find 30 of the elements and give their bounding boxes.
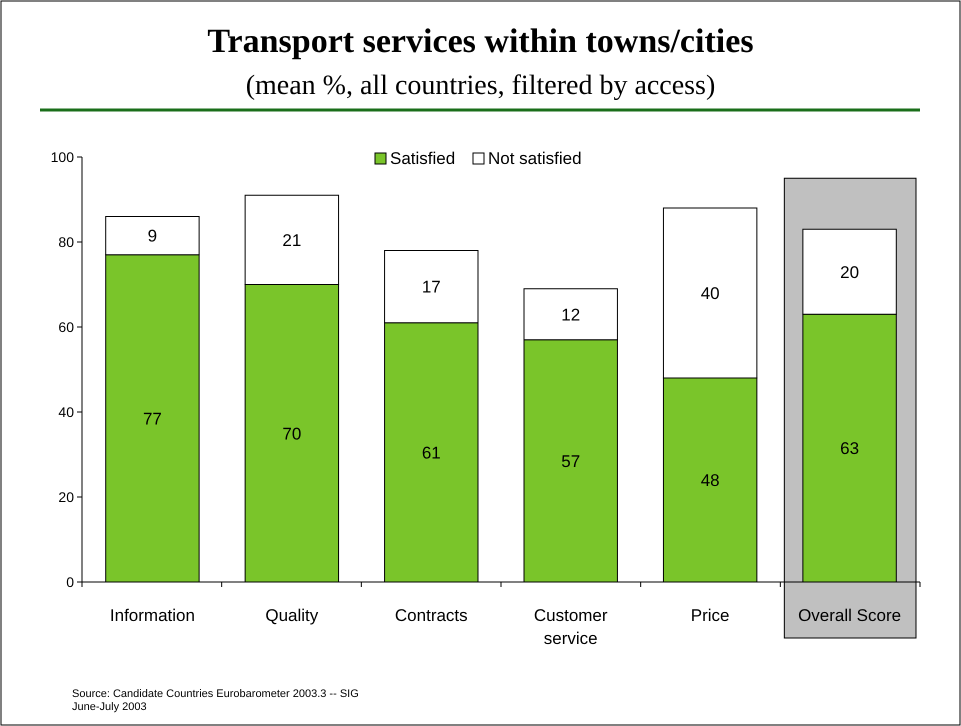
legend-label: Not satisfied — [488, 149, 582, 168]
data-label: 61 — [422, 443, 441, 462]
y-tick-label: 60 — [58, 319, 74, 335]
data-label: 20 — [840, 262, 860, 282]
chart-subtitle: (mean %, all countries, filtered by access) — [246, 70, 716, 101]
x-tick-label: Customer service — [534, 606, 608, 648]
y-tick-label: 0 — [66, 574, 74, 590]
chart-title: Transport services within towns/cities — [207, 23, 754, 60]
data-label: 40 — [700, 284, 720, 303]
data-label: 77 — [142, 409, 162, 428]
data-label: 12 — [561, 305, 580, 324]
x-tick-label: Overall Score — [798, 606, 902, 625]
data-label: 57 — [561, 452, 580, 471]
x-tick-label: Information — [110, 606, 195, 625]
data-label: 70 — [282, 424, 302, 444]
y-tick-label: 20 — [58, 489, 74, 505]
data-label: 21 — [282, 230, 302, 250]
data-label: 9 — [148, 226, 158, 246]
data-label: 17 — [422, 278, 441, 297]
data-label: 48 — [700, 471, 720, 490]
x-tick-label: Price — [690, 606, 730, 625]
y-tick-label: 40 — [58, 404, 74, 420]
source-note: Source: Candidate Countries Eurobarometer 2003.3 -- SIG — [72, 688, 359, 700]
x-tick-label: Contracts — [394, 606, 468, 625]
y-tick-label: 100 — [50, 149, 74, 165]
y-tick-label: 80 — [58, 234, 74, 250]
legend-label: Satisfied — [390, 149, 456, 168]
data-label: 63 — [840, 439, 860, 458]
x-tick-label: Quality — [265, 606, 319, 625]
text: June-July 2003 — [72, 701, 147, 713]
